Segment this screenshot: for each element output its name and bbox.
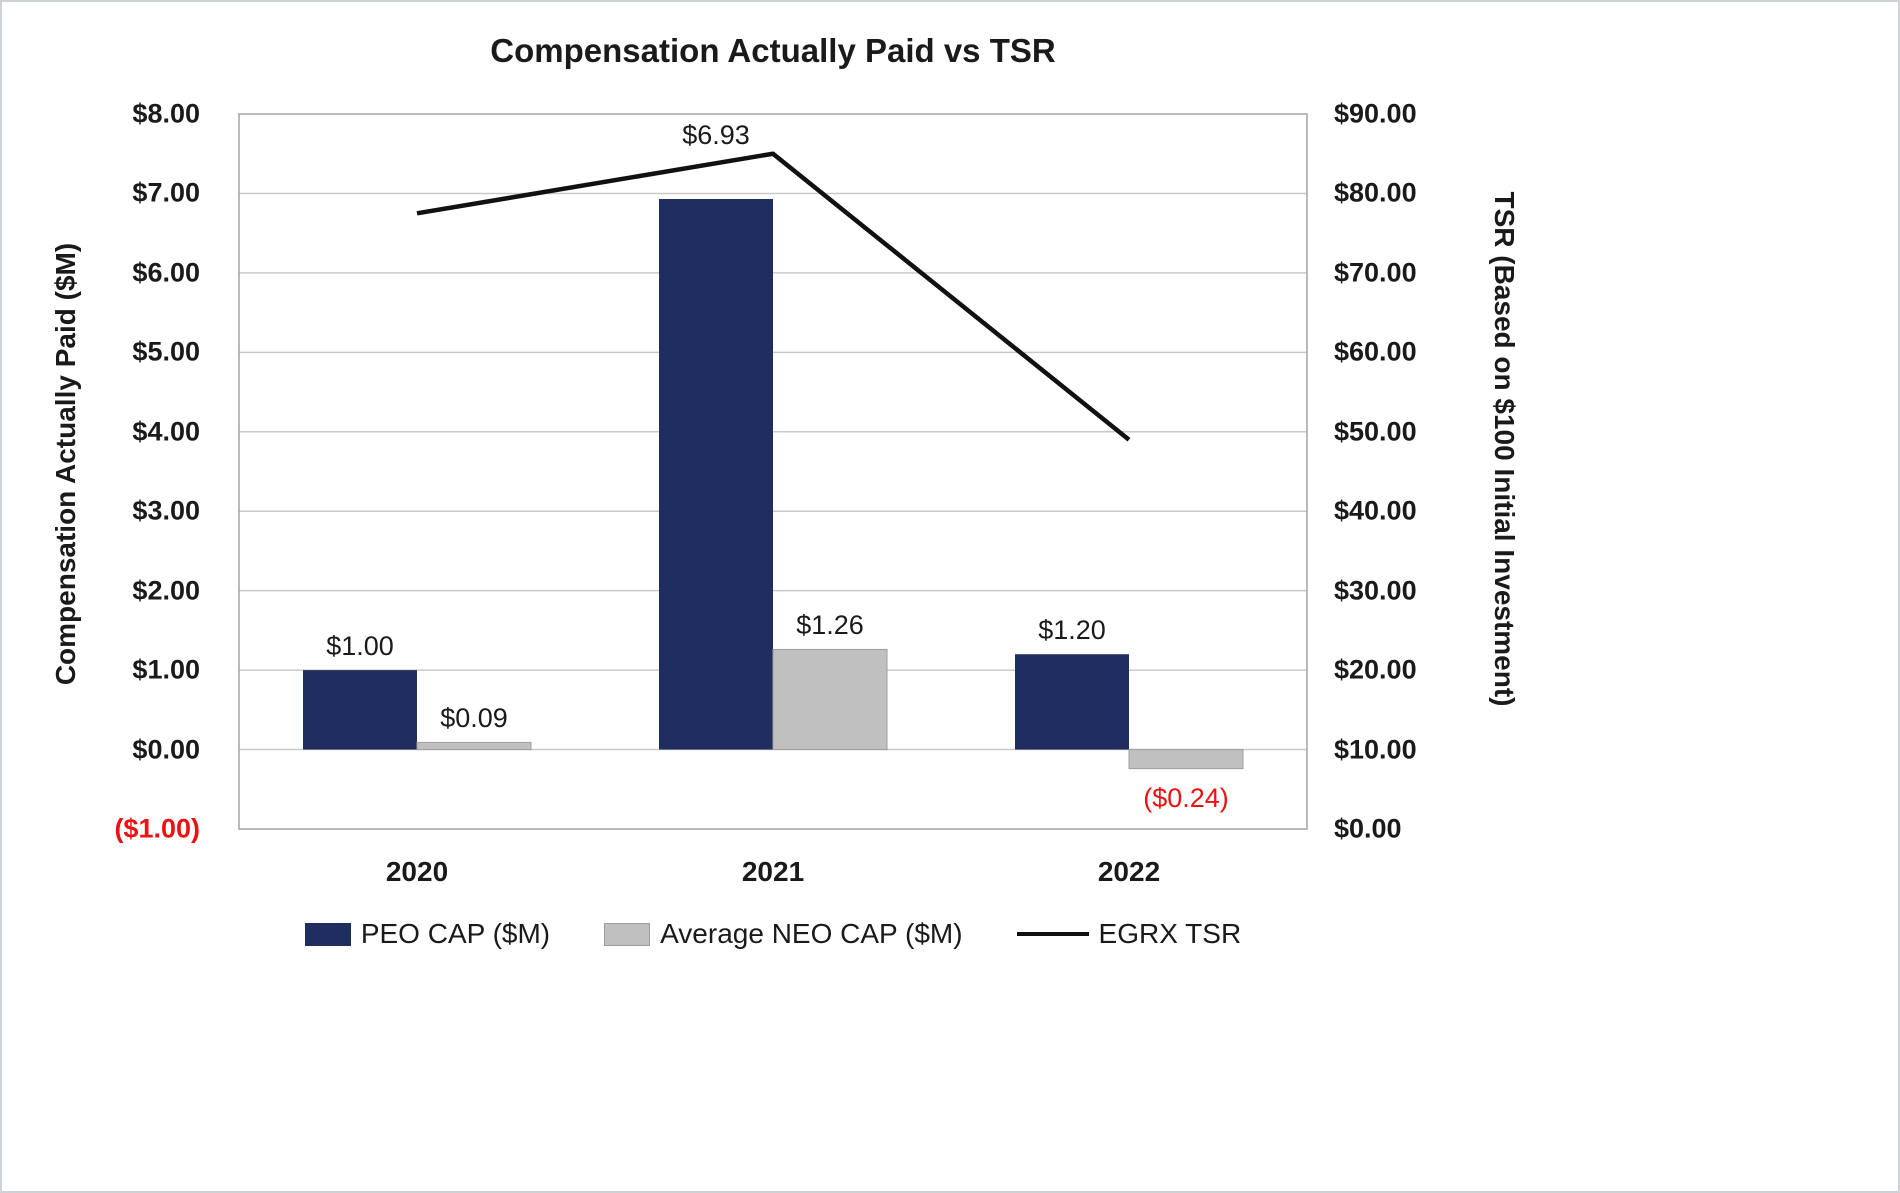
legend-label-avg-neo-cap: Average NEO CAP ($M) bbox=[660, 918, 963, 949]
bar-average-neo-cap-m-2022 bbox=[1128, 749, 1244, 770]
bar-average-neo-cap-m-2020 bbox=[416, 741, 532, 751]
chart-title: Compensation Actually Paid vs TSR bbox=[490, 32, 1056, 69]
legend: PEO CAP ($M) Average NEO CAP ($M) EGRX T… bbox=[239, 918, 1307, 950]
plot-border bbox=[238, 113, 1308, 830]
line-egrx-tsr bbox=[416, 151, 1131, 442]
bar-peo-cap-m-2020 bbox=[303, 670, 417, 750]
legend-item-egrx-tsr: EGRX TSR bbox=[1016, 918, 1242, 950]
legend-item-peo-cap: PEO CAP ($M) bbox=[304, 918, 551, 950]
avg-neo-cap-swatch-icon bbox=[604, 922, 651, 946]
legend-item-avg-neo-cap: Average NEO CAP ($M) bbox=[604, 918, 963, 950]
bar-average-neo-cap-m-2021 bbox=[772, 648, 888, 751]
peo-cap-swatch-icon bbox=[304, 922, 351, 946]
bar-peo-cap-m-2022 bbox=[1015, 654, 1129, 750]
egrx-tsr-line-swatch-icon bbox=[1016, 932, 1089, 936]
legend-label-peo-cap: PEO CAP ($M) bbox=[360, 918, 551, 949]
legend-label-egrx-tsr: EGRX TSR bbox=[1098, 918, 1242, 949]
bar-peo-cap-m-2021 bbox=[659, 199, 773, 750]
